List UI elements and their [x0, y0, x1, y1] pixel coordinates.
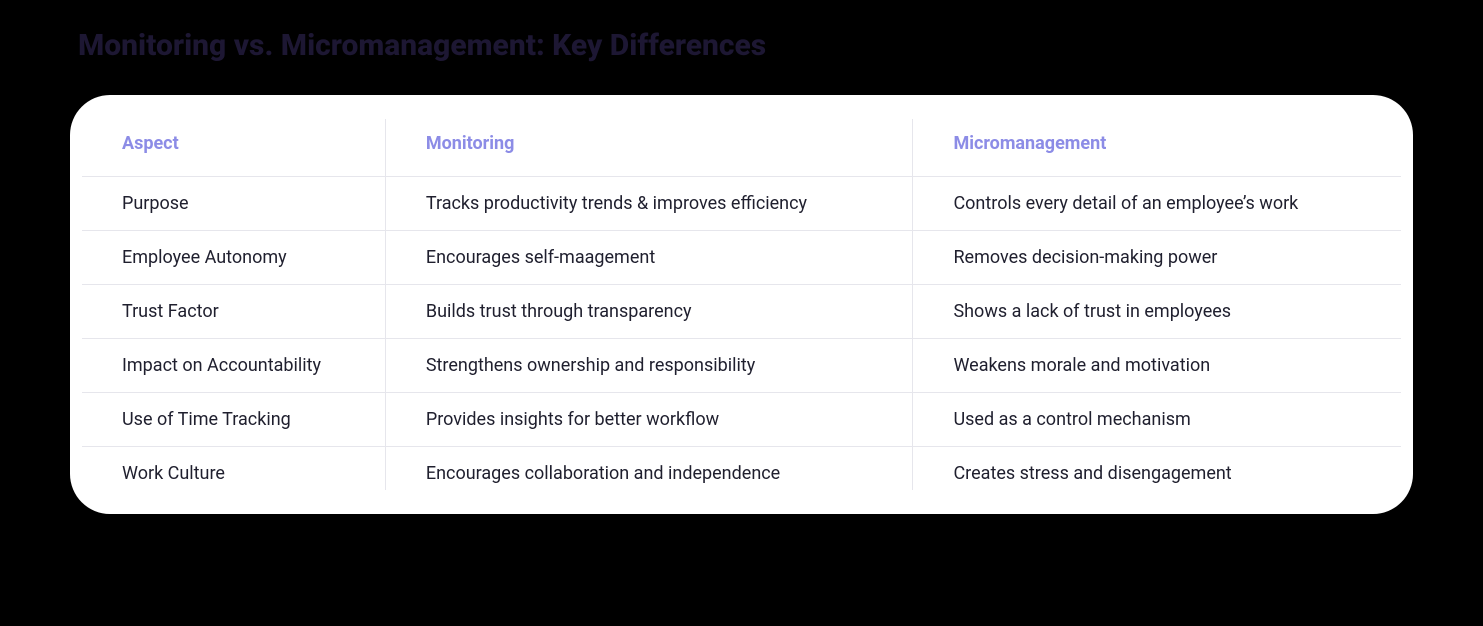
cell-monitoring: Tracks productivity trends & improves ef…: [385, 177, 913, 231]
cell-aspect: Employee Autonomy: [82, 231, 385, 285]
cell-aspect: Impact on Accountability: [82, 339, 385, 393]
col-header-micromanagement: Micromanagement: [913, 119, 1401, 177]
cell-monitoring: Strengthens ownership and responsibility: [385, 339, 913, 393]
table-row: Purpose Tracks productivity trends & imp…: [82, 177, 1401, 231]
table-row: Use of Time Tracking Provides insights f…: [82, 393, 1401, 447]
cell-monitoring: Encourages collaboration and independenc…: [385, 447, 913, 491]
comparison-table-card: Aspect Monitoring Micromanagement Purpos…: [70, 95, 1413, 514]
table-row: Employee Autonomy Encourages self-maagem…: [82, 231, 1401, 285]
table-row: Work Culture Encourages collaboration an…: [82, 447, 1401, 491]
cell-micromanagement: Used as a control mechanism: [913, 393, 1401, 447]
cell-aspect: Trust Factor: [82, 285, 385, 339]
page-title: Monitoring vs. Micromanagement: Key Diff…: [78, 28, 1413, 63]
comparison-table: Aspect Monitoring Micromanagement Purpos…: [82, 119, 1401, 490]
table-row: Impact on Accountability Strengthens own…: [82, 339, 1401, 393]
col-header-aspect: Aspect: [82, 119, 385, 177]
cell-monitoring: Encourages self-maagement: [385, 231, 913, 285]
cell-micromanagement: Controls every detail of an employee’s w…: [913, 177, 1401, 231]
cell-aspect: Purpose: [82, 177, 385, 231]
cell-micromanagement: Removes decision-making power: [913, 231, 1401, 285]
cell-aspect: Use of Time Tracking: [82, 393, 385, 447]
col-header-monitoring: Monitoring: [385, 119, 913, 177]
cell-aspect: Work Culture: [82, 447, 385, 491]
cell-micromanagement: Shows a lack of trust in employees: [913, 285, 1401, 339]
table-header-row: Aspect Monitoring Micromanagement: [82, 119, 1401, 177]
cell-micromanagement: Creates stress and disengagement: [913, 447, 1401, 491]
cell-micromanagement: Weakens morale and motivation: [913, 339, 1401, 393]
table-row: Trust Factor Builds trust through transp…: [82, 285, 1401, 339]
cell-monitoring: Provides insights for better workflow: [385, 393, 913, 447]
cell-monitoring: Builds trust through transparency: [385, 285, 913, 339]
